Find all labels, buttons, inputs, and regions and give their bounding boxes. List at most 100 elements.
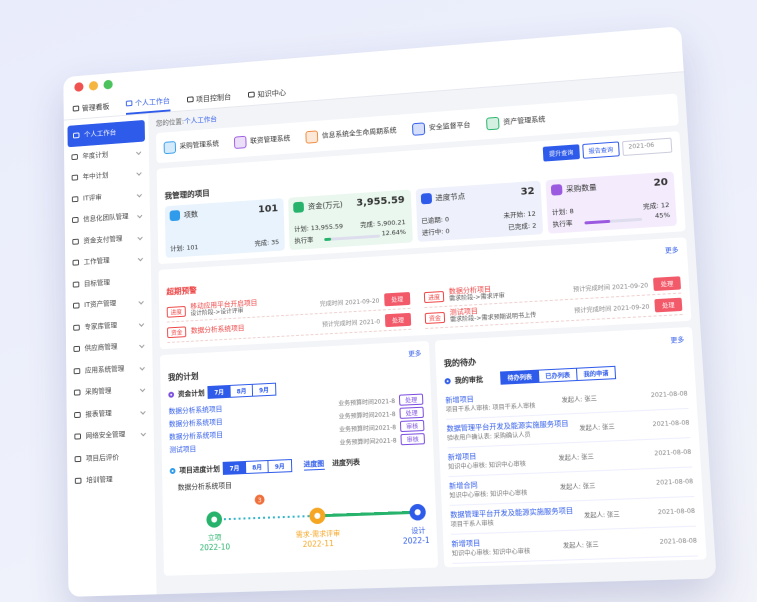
sidebar-label: 专家库管理 [84, 320, 117, 331]
card-icon [170, 210, 181, 221]
sidebar-icon [75, 478, 82, 484]
chevron [138, 299, 143, 304]
section-label: 资金计划 [178, 388, 205, 399]
card-value: 20 [653, 177, 668, 189]
view-tab[interactable]: 进度图 [303, 459, 324, 471]
todo-tab[interactable]: 待办列表 [500, 370, 540, 385]
quick-link[interactable]: 采购管理系统 [164, 137, 220, 153]
tab-icon [187, 96, 194, 102]
quick-link-icon [412, 122, 425, 135]
warning-tag: 进度 [424, 290, 444, 302]
milestone-date: 2022-12 [403, 535, 430, 546]
chevron [139, 343, 144, 348]
sidebar-label: 年中计划 [83, 171, 109, 182]
quick-link-label: 资产管理系统 [503, 114, 546, 127]
warning-text: 测试项目 需求阶段->需求预期说明书上传 [450, 302, 570, 325]
todo-text: 新增项目 知识中心审核: 知识中心审核 [451, 537, 530, 558]
sidebar-icon [74, 368, 81, 374]
sidebar-icon [74, 412, 81, 418]
card-title: 采购数量 [566, 182, 597, 195]
plan-panel: 更多 我的计划 资金计划 7月 8月 9月 数据分析系统项目 业务预算时间2021-8 处理 数据… [160, 341, 438, 576]
window-dot[interactable] [103, 80, 112, 90]
view-switch: 进度图 进度列表 [303, 457, 360, 470]
card-rows: 计划: 101 完成: 35 [170, 236, 279, 253]
card-rows: 已逾期: 0 未开始: 12 进行中: 0 已完成: 2 [421, 208, 536, 237]
tab[interactable]: 知识中心 [248, 81, 287, 105]
timeline: 3 立项2022-10 需求-需求评审2022-11 设计2022-12 [170, 483, 430, 573]
month-button[interactable]: 8月 [245, 460, 269, 474]
date-picker[interactable]: 2021-06 [622, 138, 672, 156]
month-button[interactable]: 7月 [207, 385, 231, 399]
action-button[interactable]: 处理 [384, 291, 410, 305]
warning-title[interactable]: 数据分析系统项目 [191, 320, 317, 335]
quick-link[interactable]: 信息系统全生命周期系统 [305, 124, 396, 143]
action-button[interactable]: 处理 [653, 276, 681, 291]
month-button[interactable]: 7月 [223, 461, 247, 475]
quick-link-icon [486, 116, 500, 130]
section-label: 项目进度计划 [179, 464, 220, 476]
filter-button[interactable]: 提升查询 [543, 144, 580, 161]
milestone-date: 2022-11 [303, 539, 334, 550]
quick-link[interactable]: 资产管理系统 [486, 113, 546, 130]
todo-tabs: 待办列表 已办列表 我的申请 [501, 366, 616, 385]
todo-text: 新增项目 项目干系人审核: 项目干系人审核 [445, 392, 535, 415]
tab[interactable]: 管理看板 [73, 96, 110, 119]
sidebar-label: IT资产管理 [84, 299, 116, 310]
sidebar-item[interactable]: 培训管理 [67, 467, 155, 493]
chevron [137, 235, 142, 240]
section-icon [444, 378, 450, 384]
chevron [141, 431, 146, 437]
month-button[interactable]: 9月 [252, 383, 276, 397]
card-icon [420, 193, 431, 204]
tab[interactable]: 个人工作台 [126, 91, 170, 115]
filter-button[interactable]: 报告查询 [582, 141, 620, 158]
quick-link[interactable]: 联资管理系统 [234, 132, 290, 149]
window-dot[interactable] [89, 81, 98, 91]
quick-link[interactable]: 安全监督平台 [412, 118, 471, 135]
plan-action[interactable]: 处理 [399, 394, 424, 406]
sidebar-icon [73, 324, 80, 330]
sidebar-label: 个人工作台 [84, 128, 116, 140]
todo-tab[interactable]: 我的申请 [576, 366, 616, 381]
tab-icon [126, 100, 133, 106]
sidebar-icon [73, 281, 80, 287]
sidebar-label: 培训管理 [86, 475, 113, 486]
plan-time: 业务预算时间2021-8 [339, 409, 396, 421]
sidebar-label: 信息化团队管理 [83, 212, 129, 225]
chevron [136, 149, 141, 154]
window-dot[interactable] [74, 82, 83, 92]
sidebar-icon [71, 154, 77, 160]
todo-initiator: 发起人: 张三 [558, 450, 621, 462]
tab-icon [248, 92, 255, 98]
tab-label: 个人工作台 [135, 95, 170, 108]
plan-action[interactable]: 处理 [399, 407, 424, 419]
breadcrumb-current[interactable]: 个人工作台 [184, 115, 217, 125]
view-tab[interactable]: 进度列表 [332, 457, 360, 469]
card-title-row: 采购数量 [551, 177, 670, 196]
sidebar-label: 资金支付管理 [83, 234, 122, 246]
month-button[interactable]: 8月 [230, 384, 254, 398]
tab[interactable]: 项目控制台 [186, 86, 231, 110]
action-button[interactable]: 处理 [654, 297, 682, 312]
progress-fill [324, 238, 331, 241]
sidebar-label: 报表管理 [85, 408, 111, 419]
todo-tab[interactable]: 已办列表 [538, 368, 578, 383]
milestone-date: 2022-10 [200, 542, 231, 552]
chevron [137, 213, 142, 218]
section-icon [170, 467, 176, 473]
plan-action[interactable]: 审核 [400, 433, 425, 445]
action-button[interactable]: 处理 [385, 312, 411, 326]
month-button[interactable]: 9月 [268, 459, 292, 473]
sidebar-label: 应用系统管理 [85, 364, 125, 376]
milestone-name: 立项 [208, 532, 222, 542]
milestone-name: 需求-需求评审 [296, 528, 341, 539]
content: 您的位置:个人工作台 采购管理系统 联资管理系统 信息系统全生命周期系统 安全监督平台资… [148, 72, 716, 595]
todo-date: 2021-08-08 [659, 537, 697, 546]
sidebar-label: 网络安全管理 [86, 430, 126, 442]
sidebar-label: 项目后评价 [86, 452, 119, 463]
sidebar-icon [74, 390, 81, 396]
plan-action[interactable]: 审核 [400, 420, 425, 432]
card-title: 项数 [184, 209, 198, 220]
plan-time: 业务预算时间2021-8 [339, 422, 396, 434]
card-title: 资金(万元) [308, 199, 343, 212]
